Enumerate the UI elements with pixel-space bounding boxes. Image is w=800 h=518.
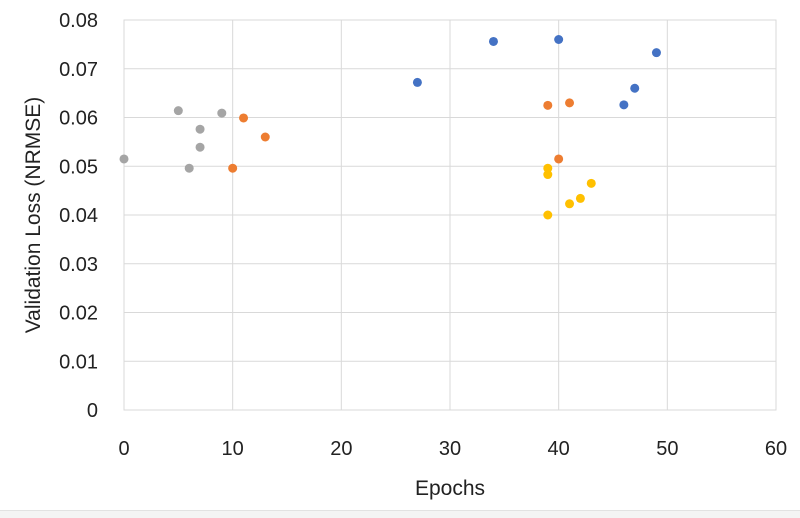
x-tick-label: 60 [765, 438, 787, 460]
data-point-series-4 [575, 193, 585, 203]
x-tick-label: 10 [222, 438, 244, 460]
data-point-series-2 [565, 98, 575, 108]
data-point-series-3 [173, 106, 183, 116]
data-point-series-4 [586, 178, 596, 188]
data-point-series-4 [543, 170, 553, 180]
y-axis-title: Validation Loss (NRMSE) [22, 97, 45, 334]
data-point-series-1 [619, 100, 629, 110]
data-point-series-4 [565, 199, 575, 209]
data-point-series-3 [195, 124, 205, 134]
x-tick-label: 40 [548, 438, 570, 460]
data-point-series-1 [630, 83, 640, 93]
data-point-series-1 [651, 48, 661, 58]
x-axis-ticks: 0 10 20 30 40 50 60 [118, 438, 787, 460]
data-points [119, 35, 661, 220]
y-tick-label: 0 [87, 400, 98, 422]
y-tick-label: 0.07 [59, 59, 98, 81]
data-point-series-3 [119, 154, 129, 164]
x-tick-label: 0 [118, 438, 129, 460]
data-point-series-2 [239, 113, 249, 123]
data-point-series-4 [543, 210, 553, 220]
y-tick-label: 0.04 [59, 205, 98, 227]
data-point-series-2 [554, 154, 564, 164]
data-point-series-3 [184, 163, 194, 173]
gridlines [123, 19, 777, 411]
data-point-series-1 [488, 36, 498, 46]
y-tick-label: 0.05 [59, 156, 98, 178]
x-tick-label: 20 [330, 438, 352, 460]
y-tick-label: 0.06 [59, 108, 98, 130]
data-point-series-2 [260, 132, 270, 142]
y-tick-label: 0.01 [59, 351, 98, 373]
data-point-series-2 [228, 163, 238, 173]
y-tick-label: 0.02 [59, 303, 98, 325]
x-tick-label: 30 [439, 438, 461, 460]
data-point-series-2 [543, 100, 553, 110]
data-point-series-3 [217, 108, 227, 118]
window-bottom-edge [0, 510, 800, 518]
x-axis-title: Epochs [415, 477, 485, 500]
y-tick-label: 0.08 [59, 10, 98, 32]
plot-area [123, 19, 777, 411]
y-tick-label: 0.03 [59, 254, 98, 276]
data-point-series-4 [543, 163, 553, 173]
data-point-series-3 [195, 142, 205, 152]
y-axis-ticks: 0 0.01 0.02 0.03 0.04 0.05 0.06 0.07 0.08 [59, 10, 98, 422]
data-point-series-1 [554, 35, 564, 44]
x-tick-label: 50 [656, 438, 678, 460]
data-point-series-1 [412, 77, 422, 87]
